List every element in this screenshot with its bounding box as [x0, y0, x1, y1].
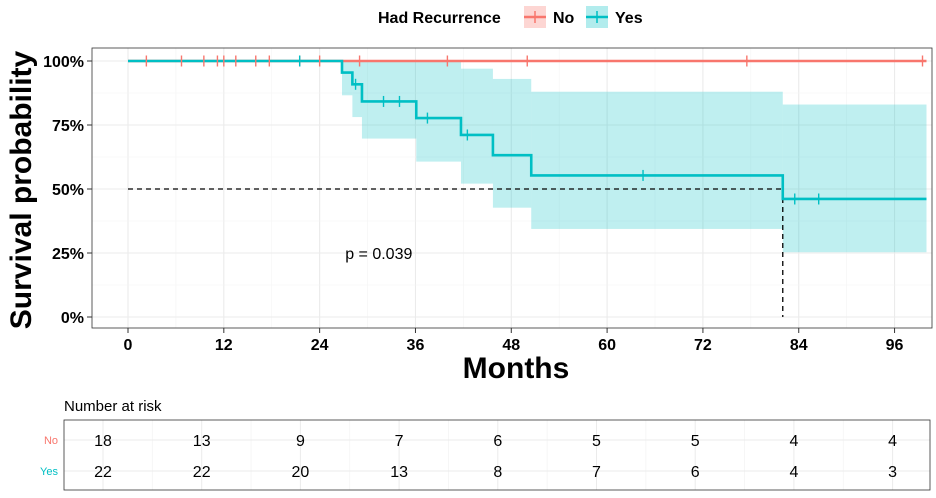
y-tick-label: 0%	[61, 310, 84, 327]
ci-band-yes	[341, 61, 353, 96]
risk-row-label-yes: Yes	[40, 466, 58, 478]
risk-table-border	[63, 419, 931, 491]
risk-cell: 13	[193, 433, 211, 450]
ci-band-yes	[782, 104, 927, 253]
panel-border	[91, 47, 933, 329]
p-value-annotation: p = 0.039	[345, 246, 412, 263]
ci-band-yes	[361, 61, 417, 139]
median-reference-lines	[128, 188, 784, 317]
risk-row-label-no: No	[44, 435, 58, 447]
risk-cell: 6	[493, 433, 502, 450]
x-tick-label: 36	[407, 337, 425, 354]
risk-cell: 5	[691, 433, 700, 450]
risk-cell: 22	[94, 464, 112, 481]
x-axis-title: Months	[463, 352, 570, 385]
y-axis-title: Survival probability	[5, 50, 38, 329]
risk-table: Number at risk No 18 13 9 7 6 5 5 4 4 Yes 22 22 20 13 8…	[40, 398, 931, 491]
y-axis: 0% 25% 50% 75% 100%	[43, 54, 92, 327]
ci-band-yes	[492, 78, 532, 208]
legend-title: Had Recurrence	[378, 10, 501, 27]
risk-cell: 4	[888, 433, 897, 450]
risk-cell: 6	[691, 464, 700, 481]
panel-background	[92, 48, 932, 328]
x-tick-label: 12	[215, 337, 233, 354]
risk-cell: 4	[789, 433, 798, 450]
x-tick-label: 0	[124, 337, 133, 354]
confidence-bands	[341, 61, 927, 253]
risk-cell: 18	[94, 433, 112, 450]
risk-cell: 7	[395, 433, 404, 450]
x-tick-label: 96	[886, 337, 904, 354]
y-tick-label: 100%	[43, 54, 84, 71]
x-tick-label: 48	[502, 337, 520, 354]
risk-cell: 8	[493, 464, 502, 481]
y-tick-label: 50%	[52, 182, 84, 199]
risk-cell: 22	[193, 464, 211, 481]
risk-cell: 7	[592, 464, 601, 481]
risk-table-title: Number at risk	[64, 398, 162, 415]
ci-band-yes	[352, 61, 362, 118]
y-tick-label: 25%	[52, 246, 84, 263]
risk-cell: 3	[888, 464, 897, 481]
legend-label-no: No	[553, 10, 575, 27]
risk-table-rows: No 18 13 9 7 6 5 5 4 4 Yes 22 22 20 13 8 7 6 4 3	[40, 433, 897, 481]
plot-panel: p = 0.039	[91, 47, 933, 329]
x-tick-label: 84	[790, 337, 808, 354]
survival-line-yes	[128, 59, 927, 201]
ci-band-yes	[416, 61, 461, 162]
risk-table-gridlines	[64, 420, 930, 490]
ci-band-yes	[531, 91, 783, 229]
gridlines	[92, 48, 932, 328]
y-tick-label: 75%	[52, 118, 84, 135]
risk-cell: 13	[390, 464, 408, 481]
x-axis: 0 12 24 36 48 60 72 84 96	[124, 328, 904, 354]
x-tick-label: 24	[311, 337, 329, 354]
x-tick-label: 60	[598, 337, 616, 354]
ci-band-yes	[460, 68, 493, 184]
legend: Had Recurrence No Yes	[378, 6, 643, 28]
x-tick-label: 72	[694, 337, 712, 354]
risk-cell: 20	[292, 464, 310, 481]
legend-label-yes: Yes	[615, 10, 643, 27]
risk-cell: 5	[592, 433, 601, 450]
risk-cell: 9	[296, 433, 305, 450]
risk-cell: 4	[789, 464, 798, 481]
censor-marks	[145, 55, 924, 205]
